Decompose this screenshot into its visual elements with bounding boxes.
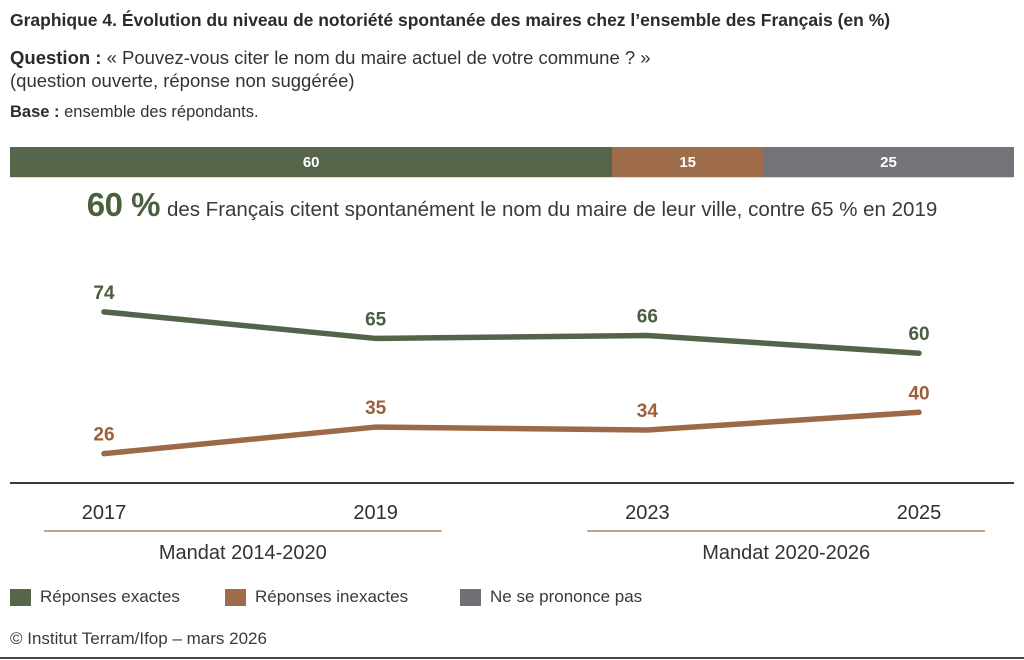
question-text: « Pouvez-vous citer le nom du maire actu… [101, 47, 651, 68]
legend-swatch [460, 588, 481, 606]
question-line: Question : « Pouvez-vous citer le nom du… [10, 46, 1010, 69]
data-label: 66 [637, 306, 658, 327]
highlight-text: des Français citent spontanément le nom … [166, 198, 938, 221]
data-label: 65 [365, 309, 387, 330]
data-label: 74 [93, 283, 115, 304]
data-label: 35 [365, 398, 387, 419]
line-chart: 74 65 66 60 26 35 34 40 2017 2019 2023 2025 Mandat 2… [10, 283, 1014, 564]
bar-segment-label: 25 [880, 153, 897, 171]
bar-segment-label: 60 [302, 153, 320, 171]
x-tick-label: 2025 [897, 502, 942, 524]
bar-segment: 25 [762, 147, 1014, 177]
period-label: Mandat 2014-2020 [159, 542, 327, 564]
bar-segment: 60 [10, 147, 613, 177]
question-note: (question ouverte, réponse non suggérée) [10, 70, 355, 91]
legend-label: Ne se prononce pas [490, 587, 643, 606]
x-tick-label: 2017 [82, 502, 127, 524]
stacked-bar: 60 15 25 [10, 147, 1014, 178]
legend-swatch [225, 588, 246, 606]
legend-item: Réponses inexactes [225, 587, 408, 607]
base-line: Base : ensemble des répondants. [10, 103, 259, 122]
title-text: Évolution du niveau de notoriété spontan… [116, 10, 891, 30]
legend-item: Réponses exactes [10, 587, 180, 607]
base-label: Base : [10, 103, 60, 121]
page-title: Graphique 4. Évolution du niveau de noto… [10, 9, 1016, 31]
bottom-divider [0, 657, 1024, 659]
legend: Réponses exactes Réponses inexactes Ne se … [10, 587, 1010, 607]
title-prefix: Graphique 4. [10, 10, 117, 30]
legend-label: Réponses inexactes [255, 587, 409, 606]
legend-label: Réponses exactes [40, 587, 180, 606]
x-tick-label: 2019 [353, 502, 398, 524]
base-text: ensemble des répondants. [59, 103, 259, 121]
data-label: 40 [908, 383, 929, 404]
data-label: 60 [908, 324, 929, 345]
data-label: 34 [637, 401, 659, 422]
legend-item: Ne se prononce pas [460, 587, 642, 607]
footer-credit: © Institut Terram/Ifop – mars 2026 [10, 629, 267, 648]
series-line-0 [101, 309, 922, 356]
data-label: 26 [93, 425, 114, 446]
period-label: Mandat 2020-2026 [702, 542, 870, 564]
bar-segment: 15 [612, 147, 763, 177]
x-tick-label: 2023 [625, 502, 670, 524]
series-line-1 [101, 409, 922, 457]
bar-segment-label: 15 [679, 153, 697, 171]
highlight-number: 60 % [86, 186, 161, 223]
question-label: Question : [10, 47, 102, 68]
highlight-sentence: 60 % des Français citent spontanément le… [0, 186, 1024, 224]
legend-swatch [10, 588, 31, 606]
